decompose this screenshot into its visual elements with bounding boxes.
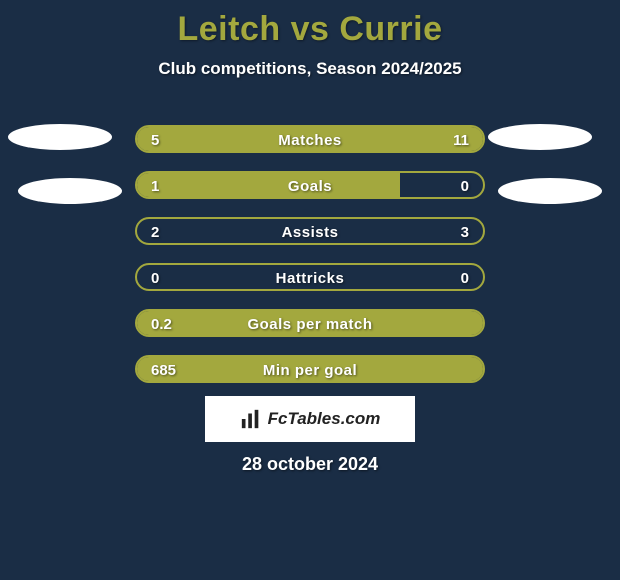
stat-metric-label: Goals xyxy=(137,173,483,199)
player2-photo-placeholder-2 xyxy=(498,178,602,204)
fctables-badge[interactable]: FcTables.com xyxy=(205,396,415,442)
bar-chart-icon xyxy=(240,408,262,430)
stat-metric-label: Assists xyxy=(137,219,483,245)
stat-row: 10Goals xyxy=(135,171,485,199)
stat-row: 685Min per goal xyxy=(135,355,485,383)
stat-metric-label: Hattricks xyxy=(137,265,483,291)
stage: Leitch vs Currie Club competitions, Seas… xyxy=(0,0,620,580)
player1-photo-placeholder-1 xyxy=(8,124,112,150)
page-subtitle: Club competitions, Season 2024/2025 xyxy=(0,59,620,79)
comparison-rows: 511Matches 10Goals 23Assists 00Hattricks 0.2… xyxy=(135,125,485,401)
date-text: 28 october 2024 xyxy=(0,454,620,475)
stat-metric-label: Matches xyxy=(137,127,483,153)
player2-photo-placeholder-1 xyxy=(488,124,592,150)
page-title: Leitch vs Currie xyxy=(0,0,620,49)
stat-row: 00Hattricks xyxy=(135,263,485,291)
stat-row: 23Assists xyxy=(135,217,485,245)
badge-text: FcTables.com xyxy=(268,409,381,429)
stat-metric-label: Goals per match xyxy=(137,311,483,337)
stat-row: 511Matches xyxy=(135,125,485,153)
player1-photo-placeholder-2 xyxy=(18,178,122,204)
stat-row: 0.2Goals per match xyxy=(135,309,485,337)
stat-metric-label: Min per goal xyxy=(137,357,483,383)
